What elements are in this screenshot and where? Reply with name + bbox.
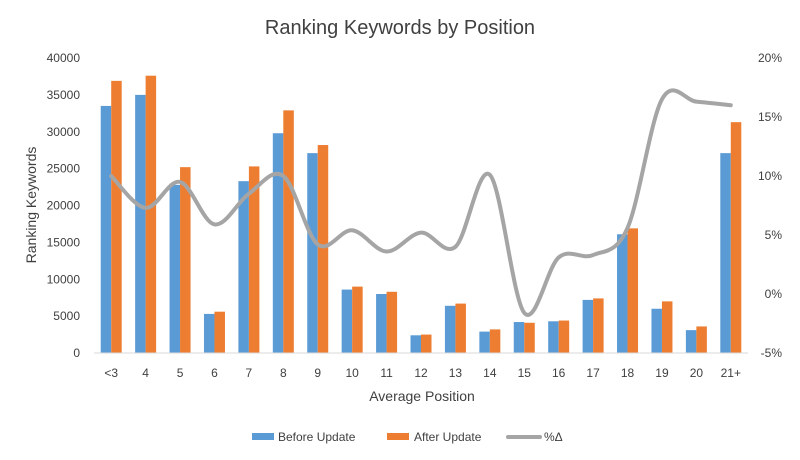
bar-before-update <box>135 94 146 353</box>
x-axis-title: Average Position <box>369 388 475 404</box>
bar-after-update <box>317 145 329 353</box>
x-tick-label: 8 <box>280 366 287 380</box>
bar-after-update <box>386 291 398 353</box>
bar-after-update <box>145 75 157 353</box>
x-tick-label: 19 <box>655 366 669 380</box>
legend: Before Update After Update %Δ <box>252 430 563 444</box>
bar-series-group <box>100 75 742 354</box>
x-tick-label: 5 <box>177 366 184 380</box>
y-tick-label: 35000 <box>47 88 81 102</box>
legend-label-after: After Update <box>414 430 482 444</box>
legend-swatch-after <box>387 433 409 440</box>
bar-before-update <box>548 321 559 353</box>
y2-tick-label: 20% <box>758 51 782 65</box>
bar-after-update <box>214 311 225 353</box>
x-tick-label: 12 <box>414 366 428 380</box>
x-tick-label: 21+ <box>721 366 741 380</box>
y-tick-label: 20000 <box>47 199 81 213</box>
x-tick-label: 6 <box>211 366 218 380</box>
bar-after-update <box>558 320 570 353</box>
bar-after-update <box>283 110 294 353</box>
legend-swatch-before <box>252 433 274 440</box>
legend-label-before: Before Update <box>278 430 356 444</box>
y-tick-label: 30000 <box>47 125 81 139</box>
x-tick-label: <3 <box>104 366 118 380</box>
bar-before-update <box>582 299 594 353</box>
bar-before-update <box>203 313 215 353</box>
y2-tick-label: 0% <box>765 287 783 301</box>
bar-after-update <box>248 166 260 353</box>
bar-before-update <box>651 308 662 353</box>
x-axis-ticks: <3 4 5 6 7 8 9 10 11 12 13 14 15 16 17 18 19 20 21+ <box>104 366 741 380</box>
bar-before-update <box>272 133 284 353</box>
bar-after-update <box>421 334 432 353</box>
bar-after-update <box>111 80 122 354</box>
bar-before-update <box>307 153 318 353</box>
bar-before-update <box>444 305 456 353</box>
legend-label-delta: %Δ <box>544 430 563 444</box>
bar-after-update <box>661 301 673 353</box>
chart-title: Ranking Keywords by Position <box>265 17 535 39</box>
y-tick-label: 25000 <box>47 162 81 176</box>
bar-before-update <box>238 181 249 353</box>
x-tick-label: 20 <box>690 366 704 380</box>
left-axis-ticks: 0 5000 10000 15000 20000 25000 30000 35000 40000 <box>47 51 81 360</box>
x-tick-label: 10 <box>345 366 359 380</box>
bar-before-update <box>685 330 697 353</box>
bar-after-update <box>455 303 466 353</box>
y-tick-label: 5000 <box>53 309 80 323</box>
bar-before-update <box>617 234 628 353</box>
bar-before-update <box>341 289 353 353</box>
x-tick-label: 16 <box>552 366 566 380</box>
x-tick-label: 18 <box>621 366 635 380</box>
x-tick-label: 14 <box>483 366 497 380</box>
bar-after-update <box>180 167 191 353</box>
bar-after-update <box>730 122 742 353</box>
y-tick-label: 10000 <box>47 272 81 286</box>
y-tick-label: 15000 <box>47 235 81 249</box>
y2-tick-label: -5% <box>761 346 783 360</box>
x-tick-label: 7 <box>246 366 253 380</box>
bar-after-update <box>696 326 707 353</box>
bar-after-update <box>627 228 639 353</box>
bar-before-update <box>720 153 731 353</box>
x-tick-label: 11 <box>380 366 393 380</box>
y2-tick-label: 15% <box>758 110 782 124</box>
percent-change-line <box>109 88 733 317</box>
x-tick-label: 13 <box>449 366 463 380</box>
right-axis-ticks: -5% 0% 5% 10% 15% 20% <box>758 51 782 360</box>
line-series-group <box>109 88 733 317</box>
y-tick-label: 40000 <box>47 51 81 65</box>
bar-after-update <box>524 322 535 353</box>
bar-before-update <box>410 335 421 353</box>
bar-before-update <box>513 322 525 353</box>
x-tick-label: 4 <box>142 366 149 380</box>
bar-before-update <box>376 294 387 353</box>
x-tick-label: 9 <box>314 366 321 380</box>
y-tick-label: 0 <box>73 346 80 360</box>
y2-tick-label: 5% <box>765 228 783 242</box>
bar-after-update <box>593 298 604 353</box>
bar-after-update <box>352 286 363 353</box>
bar-before-update <box>169 184 181 353</box>
x-tick-label: 15 <box>518 366 532 380</box>
bar-after-update <box>489 329 501 353</box>
y2-tick-label: 10% <box>758 169 782 183</box>
bar-before-update <box>479 331 490 353</box>
bar-before-update <box>100 105 112 353</box>
x-tick-label: 17 <box>586 366 600 380</box>
y-axis-title: Ranking Keywords <box>23 147 39 264</box>
